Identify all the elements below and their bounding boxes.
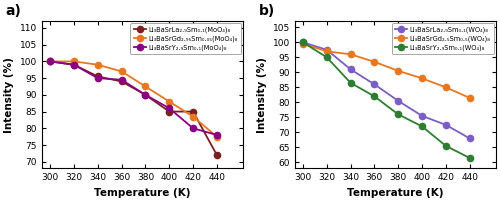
Li₃BaSrY₂.₉Sm₀.₁(WO₄)₈ <box>466 157 472 159</box>
Li₃BaSrLa₂.₉Sm₀.₁(WO₄)₈ <box>324 49 330 51</box>
Li₃BaSrLa₂.₉Sm₀.₁(MoO₄)₈ <box>95 75 101 78</box>
Li₃BaSrGd₂.₅Sm₀.₅(WO₄)₈ <box>300 43 306 45</box>
Li₃BaSrGd₂.₅Sm₀.₅(WO₄)₈ <box>372 61 378 63</box>
Legend: Li₃BaSrLa₂.₉Sm₀.₁(MoO₄)₈, Li₃BaSrGd₂.₉₅Sm₀.₀₅(MoO₄)₈, Li₃BaSrY₂.₉Sm₀.₁(MoO₄)₈: Li₃BaSrLa₂.₉Sm₀.₁(MoO₄)₈, Li₃BaSrGd₂.₉₅S… <box>130 23 241 54</box>
Li₃BaSrGd₂.₅Sm₀.₅(WO₄)₈ <box>466 97 472 99</box>
Li₃BaSrY₂.₉Sm₀.₁(MoO₄)₈ <box>95 77 101 79</box>
Li₃BaSrGd₂.₉₅Sm₀.₀₅(MoO₄)₈ <box>142 85 148 88</box>
Li₃BaSrLa₂.₉Sm₀.₁(MoO₄)₈ <box>47 60 53 63</box>
Li₃BaSrY₂.₉Sm₀.₁(WO₄)₈ <box>395 113 401 116</box>
Y-axis label: Intensity (%): Intensity (%) <box>4 57 14 133</box>
Line: Li₃BaSrY₂.₉Sm₀.₁(WO₄)₈: Li₃BaSrY₂.₉Sm₀.₁(WO₄)₈ <box>300 39 473 161</box>
Li₃BaSrGd₂.₅Sm₀.₅(WO₄)₈ <box>395 70 401 72</box>
Y-axis label: Intensity (%): Intensity (%) <box>257 57 267 133</box>
Li₃BaSrLa₂.₉Sm₀.₁(WO₄)₈ <box>348 68 354 70</box>
Text: b): b) <box>258 4 274 18</box>
Li₃BaSrGd₂.₅Sm₀.₅(WO₄)₈ <box>324 50 330 53</box>
Li₃BaSrLa₂.₉Sm₀.₁(WO₄)₈ <box>443 124 449 126</box>
Li₃BaSrY₂.₉Sm₀.₁(MoO₄)₈ <box>142 94 148 96</box>
Line: Li₃BaSrGd₂.₉₅Sm₀.₀₅(MoO₄)₈: Li₃BaSrGd₂.₉₅Sm₀.₀₅(MoO₄)₈ <box>47 58 220 140</box>
Li₃BaSrLa₂.₉Sm₀.₁(WO₄)₈ <box>372 83 378 86</box>
Li₃BaSrY₂.₉Sm₀.₁(WO₄)₈ <box>324 56 330 59</box>
Li₃BaSrLa₂.₉Sm₀.₁(WO₄)₈ <box>395 100 401 102</box>
Line: Li₃BaSrLa₂.₉Sm₀.₁(WO₄)₈: Li₃BaSrLa₂.₉Sm₀.₁(WO₄)₈ <box>300 39 473 142</box>
Li₃BaSrY₂.₉Sm₀.₁(MoO₄)₈ <box>71 64 77 66</box>
Li₃BaSrGd₂.₉₅Sm₀.₀₅(MoO₄)₈ <box>118 70 124 73</box>
Li₃BaSrGd₂.₅Sm₀.₅(WO₄)₈ <box>443 86 449 88</box>
Legend: Li₃BaSrLa₂.₉Sm₀.₁(WO₄)₈, Li₃BaSrGd₂.₅Sm₀.₅(WO₄)₈, Li₃BaSrY₂.₉Sm₀.₁(WO₄)₈: Li₃BaSrLa₂.₉Sm₀.₁(WO₄)₈, Li₃BaSrGd₂.₅Sm₀… <box>392 23 494 54</box>
X-axis label: Temperature (K): Temperature (K) <box>94 188 190 198</box>
Text: a): a) <box>6 4 22 18</box>
Li₃BaSrY₂.₉Sm₀.₁(WO₄)₈ <box>300 41 306 43</box>
Li₃BaSrY₂.₉Sm₀.₁(WO₄)₈ <box>419 125 425 128</box>
Li₃BaSrGd₂.₉₅Sm₀.₀₅(MoO₄)₈ <box>166 100 172 103</box>
Li₃BaSrY₂.₉Sm₀.₁(MoO₄)₈ <box>47 60 53 63</box>
Li₃BaSrGd₂.₉₅Sm₀.₀₅(MoO₄)₈ <box>190 115 196 118</box>
Li₃BaSrY₂.₉Sm₀.₁(WO₄)₈ <box>348 82 354 84</box>
Li₃BaSrLa₂.₉Sm₀.₁(MoO₄)₈ <box>118 80 124 83</box>
Line: Li₃BaSrY₂.₉Sm₀.₁(MoO₄)₈: Li₃BaSrY₂.₉Sm₀.₁(MoO₄)₈ <box>47 58 220 138</box>
Li₃BaSrLa₂.₉Sm₀.₁(MoO₄)₈ <box>142 94 148 96</box>
Li₃BaSrY₂.₉Sm₀.₁(WO₄)₈ <box>372 95 378 98</box>
Li₃BaSrLa₂.₉Sm₀.₁(MoO₄)₈ <box>190 110 196 113</box>
Li₃BaSrLa₂.₉Sm₀.₁(WO₄)₈ <box>466 137 472 140</box>
Line: Li₃BaSrLa₂.₉Sm₀.₁(MoO₄)₈: Li₃BaSrLa₂.₉Sm₀.₁(MoO₄)₈ <box>47 58 220 158</box>
Li₃BaSrLa₂.₉Sm₀.₁(WO₄)₈ <box>419 115 425 117</box>
Li₃BaSrGd₂.₉₅Sm₀.₀₅(MoO₄)₈ <box>95 64 101 66</box>
Li₃BaSrY₂.₉Sm₀.₁(MoO₄)₈ <box>118 79 124 81</box>
Li₃BaSrGd₂.₉₅Sm₀.₀₅(MoO₄)₈ <box>71 60 77 63</box>
Li₃BaSrGd₂.₉₅Sm₀.₀₅(MoO₄)₈ <box>214 135 220 138</box>
X-axis label: Temperature (K): Temperature (K) <box>347 188 444 198</box>
Li₃BaSrY₂.₉Sm₀.₁(WO₄)₈ <box>443 145 449 147</box>
Li₃BaSrY₂.₉Sm₀.₁(MoO₄)₈ <box>190 127 196 129</box>
Line: Li₃BaSrGd₂.₅Sm₀.₅(WO₄)₈: Li₃BaSrGd₂.₅Sm₀.₅(WO₄)₈ <box>300 41 473 101</box>
Li₃BaSrLa₂.₉Sm₀.₁(MoO₄)₈ <box>214 154 220 156</box>
Li₃BaSrY₂.₉Sm₀.₁(MoO₄)₈ <box>214 134 220 136</box>
Li₃BaSrLa₂.₉Sm₀.₁(MoO₄)₈ <box>166 110 172 113</box>
Li₃BaSrLa₂.₉Sm₀.₁(WO₄)₈ <box>300 41 306 43</box>
Li₃BaSrLa₂.₉Sm₀.₁(MoO₄)₈ <box>71 64 77 66</box>
Li₃BaSrGd₂.₉₅Sm₀.₀₅(MoO₄)₈ <box>47 60 53 63</box>
Li₃BaSrY₂.₉Sm₀.₁(MoO₄)₈ <box>166 107 172 109</box>
Li₃BaSrGd₂.₅Sm₀.₅(WO₄)₈ <box>419 77 425 80</box>
Li₃BaSrGd₂.₅Sm₀.₅(WO₄)₈ <box>348 53 354 56</box>
